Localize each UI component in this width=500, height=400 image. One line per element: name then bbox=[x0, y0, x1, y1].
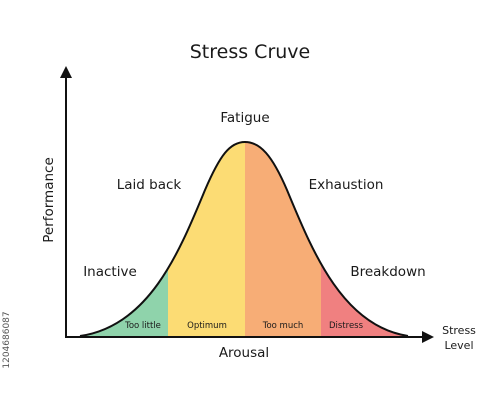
y-axis-label: Performance bbox=[41, 157, 57, 243]
label-exhaustion: Exhaustion bbox=[309, 177, 384, 193]
label-laid-back: Laid back bbox=[117, 177, 182, 193]
zone-label-too-much: Too much bbox=[262, 321, 304, 331]
zone-label-optimum: Optimum bbox=[187, 321, 227, 331]
stress-level-label-line2: Level bbox=[444, 339, 473, 352]
zone-fill-optimum bbox=[168, 142, 245, 336]
stress-level-label-line1: Stress bbox=[442, 324, 476, 337]
x-axis-label: Arousal bbox=[219, 345, 269, 361]
diagram-title: Stress Cruve bbox=[190, 41, 311, 63]
zone-label-distress: Distress bbox=[329, 321, 364, 331]
label-inactive: Inactive bbox=[83, 264, 137, 280]
bell-curve bbox=[79, 140, 409, 337]
zone-fill-too-little bbox=[80, 142, 168, 336]
zone-fill-distress bbox=[321, 142, 408, 336]
label-breakdown: Breakdown bbox=[350, 264, 425, 280]
watermark-id: 1204686087 bbox=[2, 311, 12, 368]
zone-fills bbox=[80, 142, 408, 336]
label-fatigue: Fatigue bbox=[220, 110, 269, 126]
zone-label-too-little: Too little bbox=[124, 321, 161, 331]
zone-fill-too-much bbox=[245, 142, 321, 336]
